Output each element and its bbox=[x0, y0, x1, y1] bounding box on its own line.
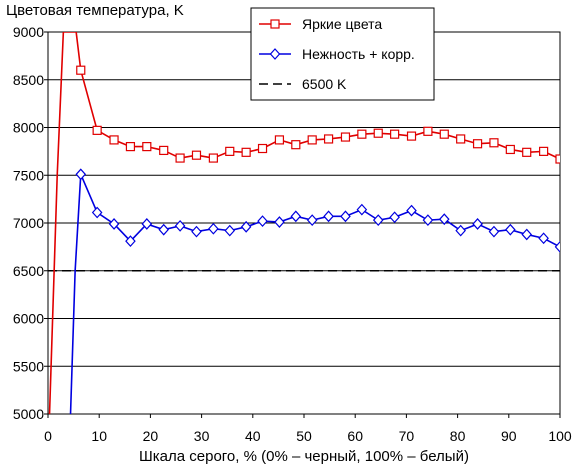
series-1 bbox=[69, 168, 560, 414]
data-point bbox=[191, 225, 202, 238]
x-tick-label: 100 bbox=[548, 428, 572, 444]
series-line-1 bbox=[69, 173, 560, 414]
y-tick-labels: 5000 5500 6000 6500 7000 7500 8000 8500 9000 bbox=[13, 24, 48, 422]
data-point bbox=[108, 218, 120, 230]
data-point bbox=[208, 222, 219, 235]
data-point bbox=[356, 203, 368, 216]
x-tick-labels: 0 10 20 30 40 50 60 70 80 90 100 bbox=[44, 414, 572, 444]
legend-label: Нежность + корр. bbox=[302, 46, 415, 62]
data-point bbox=[423, 126, 433, 136]
data-point bbox=[307, 135, 317, 145]
data-point bbox=[75, 168, 87, 181]
x-tick-label: 90 bbox=[501, 428, 517, 444]
data-point bbox=[125, 142, 136, 152]
y-tick-label: 6000 bbox=[13, 311, 44, 327]
y-tick-label: 8000 bbox=[13, 120, 44, 136]
legend-marker bbox=[269, 48, 281, 60]
x-tick-label: 50 bbox=[296, 428, 312, 444]
data-point bbox=[505, 144, 515, 155]
x-tick-label: 30 bbox=[194, 428, 210, 444]
data-point bbox=[257, 215, 268, 227]
data-point bbox=[306, 214, 318, 227]
data-point bbox=[521, 228, 533, 241]
x-tick-label: 0 bbox=[44, 428, 52, 444]
data-point bbox=[274, 216, 285, 228]
data-point bbox=[538, 232, 549, 245]
legend-label: 6500 K bbox=[302, 76, 347, 92]
data-point bbox=[159, 145, 169, 156]
y-tick-label: 7000 bbox=[13, 215, 44, 231]
data-point bbox=[357, 129, 367, 139]
series-0 bbox=[48, 32, 560, 414]
data-point bbox=[125, 235, 136, 248]
series-layer bbox=[48, 32, 560, 414]
data-point bbox=[472, 218, 483, 230]
y-tick-label: 8500 bbox=[13, 72, 44, 88]
data-point bbox=[208, 153, 218, 163]
data-point bbox=[505, 223, 516, 236]
data-point bbox=[323, 134, 334, 144]
data-point bbox=[406, 131, 417, 141]
data-point bbox=[372, 214, 384, 227]
data-point bbox=[323, 210, 334, 223]
legend-label: Яркие цвета bbox=[302, 16, 382, 32]
y-tick-label: 5000 bbox=[13, 406, 44, 422]
data-point bbox=[92, 125, 102, 135]
data-point bbox=[109, 135, 119, 145]
data-point bbox=[554, 240, 560, 253]
data-point bbox=[225, 146, 235, 156]
legend-marker bbox=[270, 19, 280, 29]
data-point bbox=[472, 139, 483, 149]
y-tick-label: 5500 bbox=[13, 358, 44, 374]
data-point bbox=[240, 220, 252, 233]
y-tick-label: 9000 bbox=[13, 24, 44, 40]
x-tick-label: 80 bbox=[450, 428, 466, 444]
data-point bbox=[142, 142, 152, 152]
data-point bbox=[489, 138, 499, 148]
data-point bbox=[224, 224, 236, 237]
data-point bbox=[76, 65, 86, 75]
x-tick-label: 10 bbox=[91, 428, 107, 444]
data-point bbox=[340, 210, 351, 223]
y-tick-label: 7500 bbox=[13, 167, 44, 183]
data-point bbox=[389, 211, 400, 224]
data-point bbox=[456, 134, 466, 144]
data-point bbox=[438, 213, 450, 226]
x-axis-title: Шкала серого, % (0% – черный, 100% – бел… bbox=[139, 448, 469, 465]
data-point bbox=[373, 128, 383, 138]
data-point bbox=[290, 210, 302, 223]
data-point bbox=[257, 143, 268, 154]
x-tick-label: 60 bbox=[347, 428, 363, 444]
data-point bbox=[522, 147, 532, 157]
data-point bbox=[175, 153, 185, 163]
y-axis-title: Цветовая температура, K bbox=[6, 2, 184, 19]
data-point bbox=[488, 225, 500, 238]
data-point bbox=[422, 214, 434, 227]
data-point bbox=[141, 218, 153, 230]
data-point bbox=[455, 224, 466, 237]
data-point bbox=[291, 140, 301, 150]
data-point bbox=[158, 223, 170, 236]
data-point bbox=[555, 154, 560, 164]
grid-lines bbox=[48, 79, 560, 367]
data-point bbox=[439, 129, 449, 139]
data-point bbox=[191, 150, 202, 160]
data-point bbox=[241, 147, 251, 157]
data-point bbox=[390, 129, 400, 139]
x-tick-label: 40 bbox=[245, 428, 261, 444]
data-point bbox=[174, 219, 186, 232]
x-tick-label: 20 bbox=[143, 428, 159, 444]
data-point bbox=[406, 204, 417, 217]
x-tick-label: 70 bbox=[399, 428, 415, 444]
y-tick-label: 6500 bbox=[13, 263, 44, 279]
data-point bbox=[340, 132, 351, 142]
legend: Яркие цвета Нежность + корр. 6500 K bbox=[250, 7, 435, 101]
data-point bbox=[539, 146, 549, 156]
data-point bbox=[91, 206, 103, 219]
data-point bbox=[274, 135, 285, 145]
